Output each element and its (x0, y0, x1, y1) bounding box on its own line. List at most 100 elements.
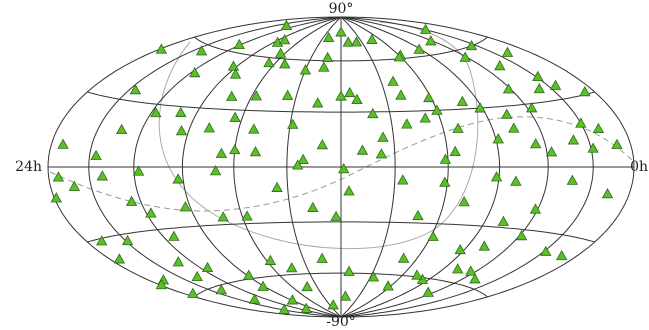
star-marker (351, 93, 363, 105)
star-marker (175, 106, 187, 118)
star-marker (217, 211, 229, 222)
star-marker (401, 118, 413, 129)
star-marker (367, 107, 379, 119)
parallel (87, 221, 595, 243)
star-marker (229, 111, 241, 122)
star-marker (175, 125, 188, 136)
graticule (47, 16, 635, 318)
star-marker (458, 196, 470, 207)
star-marker (556, 249, 568, 261)
star-marker (121, 234, 134, 246)
star-marker (529, 203, 542, 214)
star-marker (227, 60, 240, 71)
star-marker (427, 230, 439, 241)
star-marker (549, 79, 562, 90)
star-marker (601, 187, 614, 199)
y-tick-label: -90° (326, 314, 356, 330)
star-marker (532, 70, 544, 82)
star-marker (292, 159, 304, 170)
star-marker (419, 112, 431, 123)
star-marker (297, 153, 309, 164)
star-marker (286, 262, 298, 273)
star-marker (423, 91, 435, 103)
star-marker (316, 138, 329, 150)
star-marker (533, 82, 545, 94)
star-marker (592, 122, 605, 134)
star-marker (187, 287, 199, 298)
star-marker (411, 269, 423, 280)
star-marker (465, 265, 477, 276)
star-marker (155, 43, 168, 54)
star-marker (382, 280, 394, 291)
star-marker (335, 90, 347, 101)
star-marker (132, 165, 145, 176)
star-marker (501, 108, 513, 119)
star-marker (342, 36, 354, 47)
star-marker (419, 23, 432, 34)
star-marker (278, 34, 291, 45)
star-marker (179, 201, 192, 212)
star-marker (168, 230, 180, 241)
star-marker (215, 284, 227, 295)
star-marker (189, 66, 201, 78)
parallel (194, 272, 488, 298)
star-marker (339, 290, 352, 301)
star-marker (501, 46, 514, 57)
star-marker (225, 90, 238, 101)
star-marker (150, 106, 162, 118)
star-marker (215, 147, 228, 158)
star-marker (318, 61, 330, 72)
star-marker (490, 171, 503, 182)
galactic-plane (49, 116, 633, 212)
star-marker (344, 86, 356, 98)
star-marker (271, 181, 283, 192)
star-marker (425, 35, 437, 46)
star-marker (422, 286, 434, 297)
star-marker (312, 97, 324, 108)
star-marker (249, 146, 262, 157)
star-marker (279, 58, 291, 69)
star-marker (96, 235, 108, 246)
star-marker (248, 293, 261, 304)
star-marker (575, 117, 587, 128)
star-marker (478, 240, 490, 251)
map-border (340, 16, 635, 318)
star-marker (172, 256, 184, 267)
star-marker (367, 271, 380, 282)
star-marker (287, 118, 299, 129)
x-tick-label: 24h (15, 159, 42, 175)
star-marker (90, 149, 102, 160)
star-marker (96, 170, 109, 181)
parallel (87, 91, 595, 113)
star-marker (439, 153, 452, 164)
star-marker (530, 138, 542, 149)
ecliptic-curve (158, 21, 479, 250)
star-marker (566, 174, 579, 185)
star-marker (229, 143, 241, 155)
star-marker (241, 210, 253, 221)
star-marker (452, 122, 464, 133)
star-marker (343, 185, 355, 196)
star-marker (413, 43, 425, 54)
star-marker (172, 173, 184, 184)
star-marker (395, 89, 407, 100)
star-marker (611, 138, 623, 149)
star-marker (191, 270, 203, 282)
star-marker (393, 51, 405, 62)
star-marker (209, 165, 222, 176)
star-marker (195, 45, 208, 56)
star-marker (494, 59, 506, 71)
parallel (194, 36, 488, 62)
star-marker (203, 122, 215, 133)
axis-labels: 24h 0h 90° -90° (15, 1, 648, 330)
star-marker (307, 201, 319, 212)
star-marker (526, 102, 538, 113)
star-marker (459, 51, 471, 62)
star-marker (397, 174, 409, 185)
star-marker (300, 302, 312, 313)
star-marker (508, 122, 520, 133)
star-marker (301, 280, 313, 292)
star-marker (515, 229, 528, 241)
star-marker (50, 192, 62, 203)
